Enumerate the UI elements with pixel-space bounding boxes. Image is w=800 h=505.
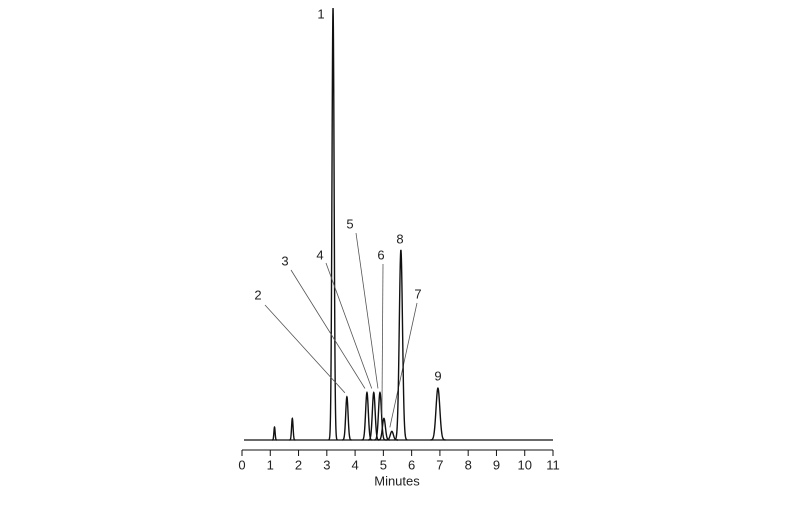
- x-tick-label: 4: [351, 457, 358, 472]
- peak-label: 5: [346, 216, 353, 231]
- x-tick-label: 6: [408, 457, 415, 472]
- peak-label: 7: [414, 286, 421, 301]
- peak-label: 2: [254, 287, 261, 302]
- peak: [430, 386, 446, 441]
- leader-line: [355, 232, 379, 389]
- x-tick-label: 7: [436, 457, 443, 472]
- peak-label: 9: [434, 368, 441, 383]
- peak: [328, 7, 338, 441]
- peak-label: 4: [316, 247, 323, 262]
- leader-line: [264, 304, 346, 394]
- leader-line: [381, 263, 384, 415]
- peak-label: 8: [396, 231, 403, 246]
- peak-label: 3: [281, 253, 288, 268]
- x-tick-label: 9: [493, 457, 500, 472]
- x-tick-label: 3: [323, 457, 330, 472]
- peak: [342, 395, 352, 441]
- x-tick-label: 10: [517, 457, 531, 472]
- x-tick-label: 2: [295, 457, 302, 472]
- peak: [289, 417, 296, 441]
- x-tick-label: 0: [238, 457, 245, 472]
- leader-line: [290, 269, 366, 389]
- peak: [374, 391, 386, 441]
- peak: [368, 391, 380, 441]
- x-tick-label: 8: [465, 457, 472, 472]
- x-tick-label: 1: [267, 457, 274, 472]
- x-axis-label: Minutes: [374, 473, 420, 488]
- peak-label: 6: [377, 247, 384, 262]
- peak: [272, 426, 278, 441]
- peak: [394, 249, 408, 441]
- x-tick-label: 5: [380, 457, 387, 472]
- leader-line: [325, 262, 373, 389]
- peak-label: 1: [317, 6, 324, 21]
- x-tick-label: 11: [546, 457, 560, 472]
